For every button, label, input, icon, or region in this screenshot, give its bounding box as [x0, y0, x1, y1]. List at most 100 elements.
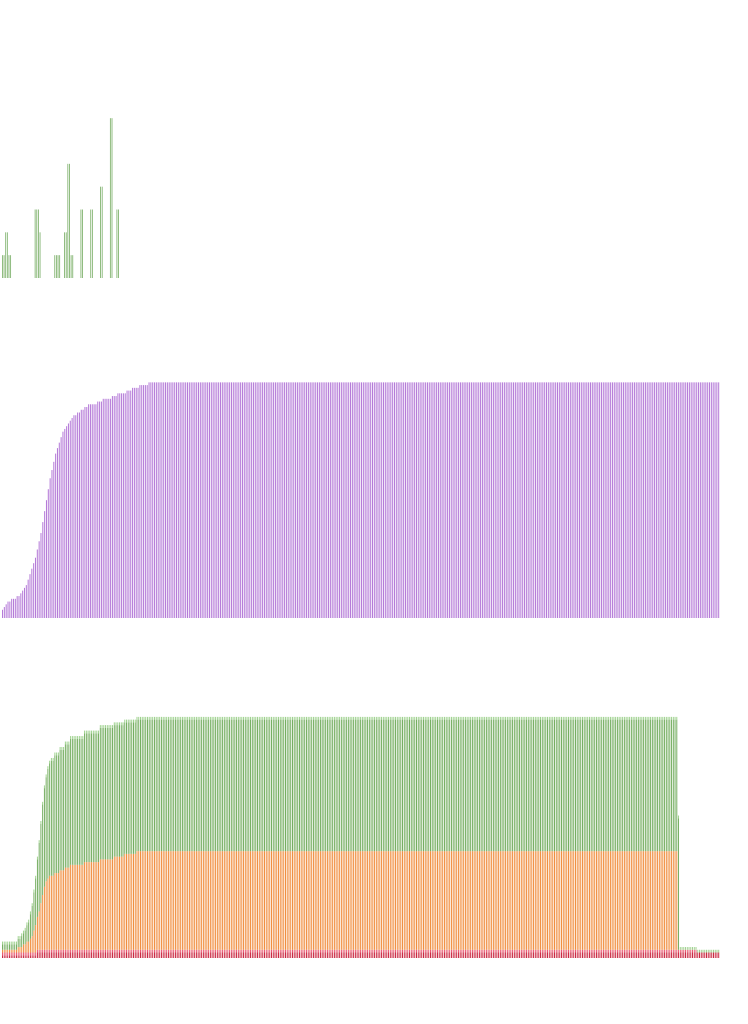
bar-segment [223, 851, 225, 950]
bar-segment [491, 719, 493, 852]
bar-segment [264, 952, 265, 958]
bar-segment [298, 851, 300, 950]
bar-segment [148, 949, 150, 953]
bar-segment [657, 382, 659, 618]
bar-segment [396, 949, 398, 953]
bar-segment [506, 952, 508, 958]
bar-segment [124, 722, 126, 854]
bar-segment [194, 716, 196, 720]
bar-segment [513, 719, 515, 852]
bar-segment [592, 851, 594, 950]
bar-segment [417, 382, 419, 618]
bar-segment [650, 949, 652, 953]
bar-segment [478, 952, 480, 958]
bar-segment [604, 382, 606, 618]
bar-segment [354, 851, 356, 950]
bar-segment [276, 851, 278, 950]
bar-segment [463, 716, 465, 720]
bar-segment [355, 382, 357, 618]
bar-segment [438, 851, 440, 950]
bar-segment [555, 716, 557, 720]
bar-segment [683, 947, 685, 950]
bar-segment [119, 393, 121, 618]
bar-segment [517, 952, 519, 958]
bar-segment [412, 719, 414, 852]
bar-segment [611, 851, 613, 950]
bar-segment [669, 716, 671, 720]
bar-segment [384, 851, 386, 950]
bar-segment [613, 719, 615, 852]
bar-segment [247, 382, 249, 618]
bar-segment [218, 719, 220, 852]
bar-segment [349, 716, 351, 720]
bar-segment [62, 431, 64, 618]
bar-segment [519, 719, 521, 852]
bar-segment [15, 955, 17, 958]
bar-segment [585, 949, 587, 953]
bar-segment [66, 741, 68, 745]
bar-segment [377, 952, 379, 958]
bar-segment [409, 949, 410, 953]
bar-segment [650, 719, 652, 852]
bar-segment [153, 949, 155, 953]
bar-segment [260, 952, 262, 958]
bar-segment [625, 949, 627, 953]
bar-segment [157, 851, 159, 950]
bar-segment [452, 719, 454, 852]
bar-segment [512, 952, 514, 958]
bar-segment [188, 716, 190, 720]
bar-segment [457, 952, 459, 958]
bar-segment [93, 404, 95, 618]
bar-segment [566, 949, 568, 953]
bar-segment [47, 878, 49, 950]
bar-segment [602, 382, 604, 618]
bar-segment [466, 851, 468, 950]
bar-segment [491, 952, 493, 958]
bar-segment [494, 949, 496, 953]
bar-segment [19, 936, 21, 939]
bar-segment [250, 716, 252, 720]
bar-segment [513, 382, 515, 618]
bar-segment [232, 949, 234, 953]
bar-segment [326, 382, 328, 618]
bar-segment [292, 716, 293, 720]
bar-segment [10, 952, 12, 956]
bar-segment [330, 949, 332, 953]
bar-segment [594, 952, 596, 958]
bar-segment [440, 719, 442, 852]
bar-segment [625, 716, 627, 720]
bar-segment [543, 949, 545, 953]
bar-segment [571, 851, 573, 950]
bar-segment [557, 952, 559, 958]
bar-segment [199, 716, 201, 720]
bar-segment [157, 719, 159, 852]
bar-segment [295, 949, 297, 953]
bar-segment [399, 382, 401, 618]
bar-segment [127, 722, 129, 854]
bar-segment [244, 716, 246, 720]
bar-segment [326, 949, 328, 953]
bar-segment [179, 382, 181, 618]
bar-segment [243, 952, 245, 958]
bar-segment [67, 423, 69, 618]
bar-segment [639, 382, 641, 618]
bar-segment [688, 382, 690, 618]
bar-segment [351, 952, 353, 958]
bar-segment [575, 949, 576, 953]
bar-segment [84, 952, 86, 958]
bar-segment [499, 719, 501, 852]
bar-segment [443, 382, 445, 618]
bar-segment [326, 719, 328, 852]
bar-segment [435, 716, 437, 720]
bar-segment [164, 716, 166, 720]
bar-segment [581, 952, 583, 958]
bar-segment [257, 851, 259, 950]
bar-segment [477, 851, 479, 950]
bar-segment [20, 593, 22, 618]
bar-segment [145, 716, 147, 720]
bar-segment [339, 719, 341, 852]
bar-segment [606, 716, 608, 720]
bar-segment [456, 716, 458, 720]
bar-segment [333, 851, 335, 950]
bar-segment [160, 851, 162, 950]
